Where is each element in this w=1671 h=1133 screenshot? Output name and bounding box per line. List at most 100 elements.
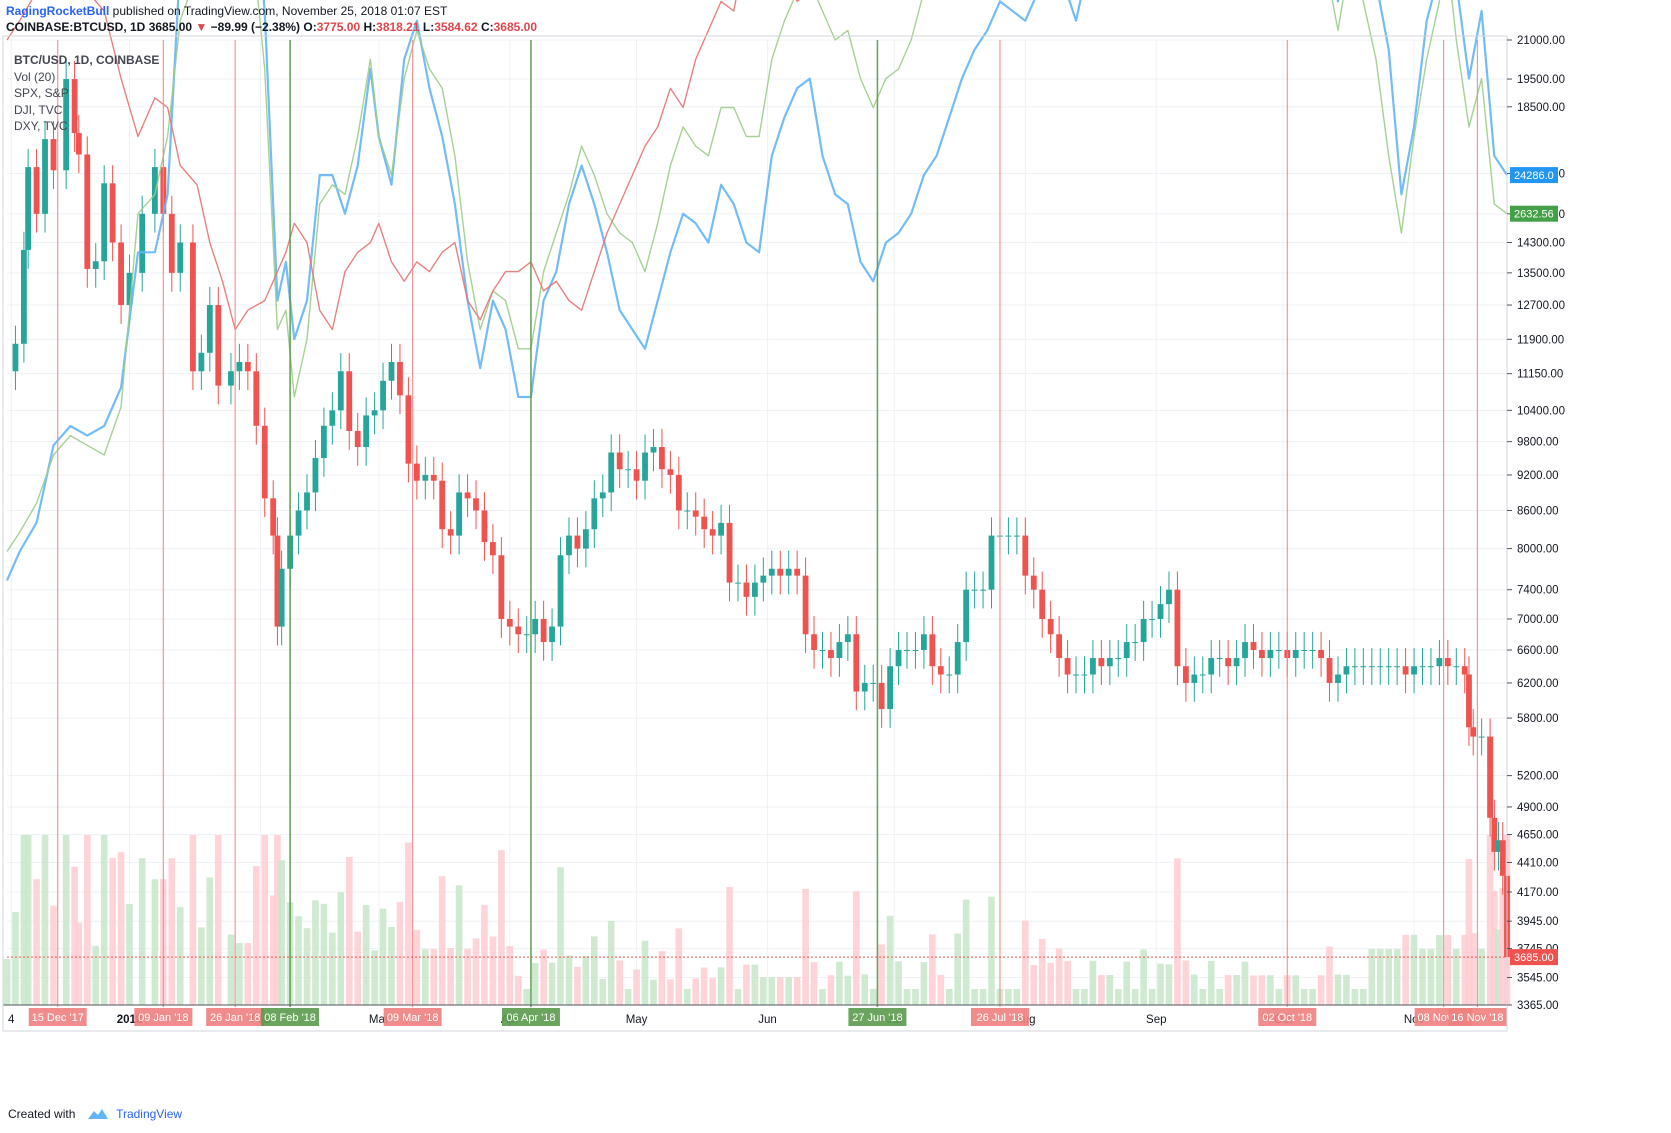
candle-body (405, 395, 412, 464)
volume-bar (1207, 960, 1215, 1005)
candle-body (904, 649, 910, 651)
open-value: 3775.00 (316, 20, 361, 34)
candle-body (1149, 618, 1155, 620)
volume-bar (1419, 949, 1426, 1005)
volume-bar (1106, 975, 1114, 1005)
volume-bar (1216, 989, 1223, 1005)
candle-body (1377, 666, 1384, 668)
volume-bar (751, 964, 759, 1005)
candle-body (1047, 618, 1054, 635)
volume-bar (1478, 949, 1485, 1005)
candle-body (599, 492, 606, 499)
event-label-text: 09 Mar '18 (387, 1012, 439, 1024)
candle-body (692, 510, 699, 517)
volume-bar (227, 934, 235, 1005)
candle-body (1453, 666, 1460, 668)
price-tick-label: 5800.00 (1517, 713, 1559, 725)
candle-body (1115, 658, 1122, 660)
candle-body (616, 452, 623, 470)
close-label: C: (480, 20, 494, 34)
candle-body (566, 535, 572, 556)
candle-body (853, 634, 860, 692)
candle-body (1005, 535, 1012, 537)
candle-body (75, 133, 82, 155)
event-label-text: 26 Jan '18 (210, 1012, 260, 1024)
price-tick-label: 18500.00 (1517, 102, 1565, 114)
volume-bar (455, 885, 463, 1005)
volume-bar (591, 936, 598, 1005)
high-label: H: (363, 20, 377, 34)
candle-body (447, 529, 454, 536)
candle-body (811, 634, 817, 650)
volume-bar (582, 955, 590, 1005)
legend-item-dji[interactable]: DJI, TVC (14, 102, 63, 117)
candle-body (946, 674, 953, 676)
volume-bar (810, 962, 818, 1005)
volume-bar (278, 860, 285, 1005)
high-value: 3818.21 (376, 20, 420, 34)
candle-body (464, 492, 471, 499)
volume-bar (1089, 960, 1097, 1005)
close-value: 3685.00 (493, 20, 538, 34)
candle-body (177, 242, 184, 273)
price-tick-label: 12700.00 (1517, 300, 1565, 312)
volume-bar (1114, 989, 1122, 1005)
legend-item-dxy[interactable]: DXY, TVC (14, 119, 68, 133)
volume-bar (1385, 949, 1393, 1005)
event-label: 09 Jan '18 (134, 1008, 193, 1026)
volume-bar (75, 922, 83, 1005)
volume-bar (320, 903, 328, 1005)
volume-bar (937, 974, 945, 1005)
candle-body (1182, 666, 1189, 683)
volume-bar (71, 866, 78, 1005)
legend-item-volume[interactable]: Vol (20) (14, 69, 56, 84)
time-tick-label: 4 (8, 1014, 15, 1026)
volume-bar (988, 896, 995, 1005)
volume-bar (1393, 949, 1401, 1005)
price-tick-label: 8600.00 (1517, 505, 1559, 517)
author-link[interactable]: RagingRocketBull (6, 4, 110, 18)
candle-body (912, 649, 919, 651)
volume-bar (1376, 949, 1384, 1005)
volume-bar (836, 961, 843, 1005)
volume-bar (1292, 975, 1300, 1005)
legend-item-spx[interactable]: SPX, S&P (14, 86, 69, 100)
legend-main-series[interactable]: BTC/USD, 1D, COINBASE (14, 53, 160, 67)
volume-bar (274, 835, 281, 1005)
candle-body (878, 682, 885, 710)
volume-bar (667, 979, 674, 1005)
volume-bar (50, 905, 57, 1005)
candle-body (1013, 535, 1020, 537)
candle-body (50, 139, 57, 171)
price-tick-label: 11900.00 (1517, 334, 1564, 346)
candle-body (1275, 649, 1282, 651)
candle-body (1064, 658, 1071, 675)
volume-bar (252, 865, 260, 1005)
volume-bar (62, 835, 70, 1005)
candle-body (1402, 666, 1409, 675)
tradingview-link[interactable]: TradingView (116, 1107, 183, 1121)
volume-bar (206, 877, 214, 1005)
volume-bar (312, 900, 319, 1005)
price-tick-label: 9200.00 (1517, 470, 1559, 482)
candle-body (650, 447, 657, 453)
candle-body (274, 535, 281, 627)
volume-bar (337, 892, 345, 1005)
event-label-text: 08 Feb '18 (264, 1012, 316, 1024)
candle-body (988, 535, 995, 590)
candle-body (1360, 666, 1367, 668)
volume-bar (1267, 975, 1274, 1005)
volume-bar (1317, 975, 1325, 1005)
volume-bar (514, 975, 522, 1005)
candle-body (929, 634, 936, 667)
volume-bar (481, 905, 488, 1005)
price-tick-label: 7400.00 (1517, 585, 1559, 597)
price-change: −89.99 (−2.38%) (210, 20, 301, 34)
event-label-bg (970, 1008, 1029, 1026)
candle-body (139, 213, 146, 273)
volume-bar (1436, 935, 1443, 1005)
volume-bar (214, 835, 222, 1005)
event-label-bg (28, 1008, 87, 1026)
